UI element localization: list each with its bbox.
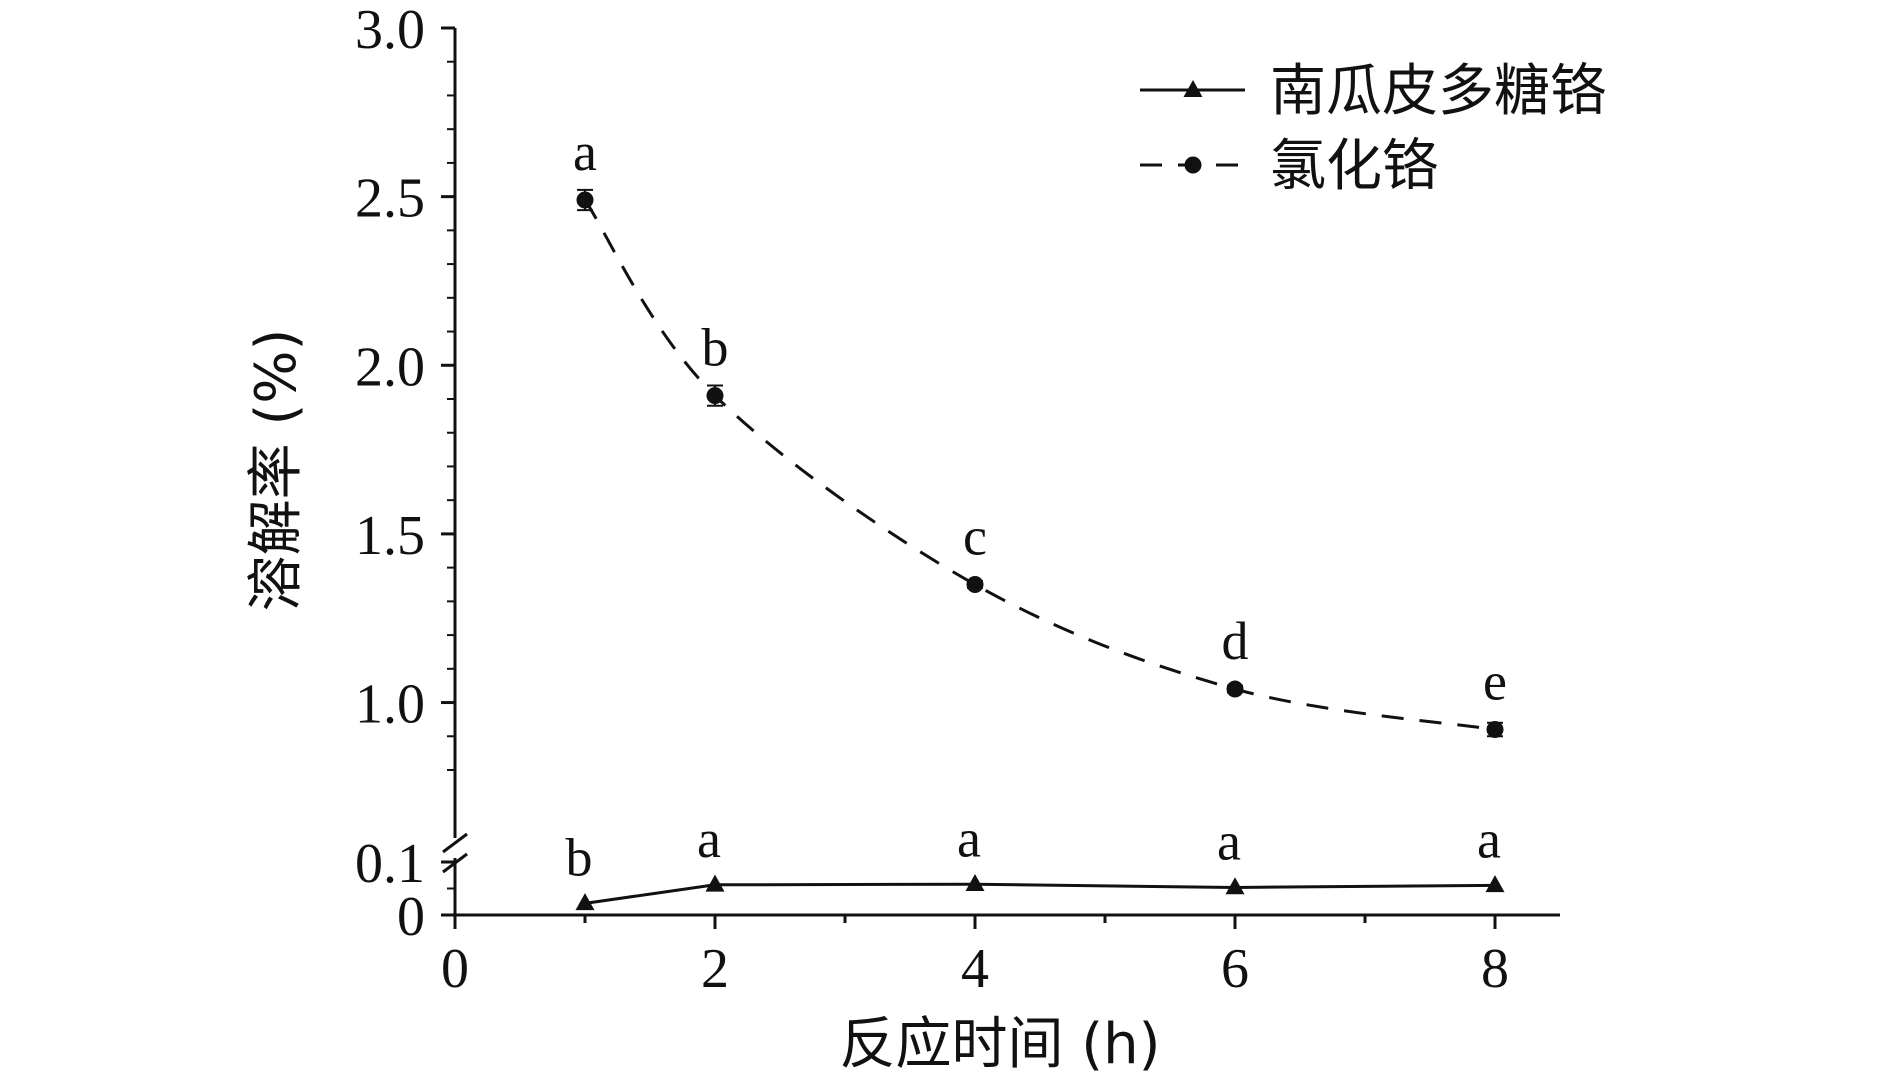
legend-label: 南瓜皮多糖铬 xyxy=(1270,59,1606,124)
significance-label: b xyxy=(566,827,593,887)
y-tick-label: 3.0 xyxy=(355,0,425,61)
x-tick-label: 6 xyxy=(1221,938,1249,1000)
axis-break-mark-top xyxy=(442,832,468,854)
x-tick-label: 0 xyxy=(441,938,469,1000)
y-tick-label-lower: 0 xyxy=(397,886,425,948)
data-point-circle xyxy=(706,387,724,405)
series-layer xyxy=(575,188,1505,911)
series-line xyxy=(583,199,1496,732)
significance-label: e xyxy=(1483,652,1507,712)
data-point-triangle xyxy=(705,874,725,892)
y-tick-label: 2.5 xyxy=(355,168,425,230)
x-tick-label: 2 xyxy=(701,938,729,1000)
y-tick-label: 2.0 xyxy=(355,336,425,398)
significance-label: a xyxy=(957,808,981,868)
significance-label: c xyxy=(963,507,987,567)
axes: 0 2 4 6 81.01.52.02.53.000.1 xyxy=(355,0,1560,1000)
y-axis-title: 溶解率 (%) xyxy=(244,329,309,612)
significance-label: a xyxy=(697,809,721,869)
data-point-triangle xyxy=(1485,875,1505,893)
legend-marker-circle xyxy=(1184,156,1202,174)
significance-label: a xyxy=(1477,809,1501,869)
significance-label: d xyxy=(1222,611,1249,671)
y-tick-label: 1.5 xyxy=(355,505,425,567)
legend-marker-triangle xyxy=(1183,80,1203,97)
x-tick-label: 8 xyxy=(1481,938,1509,1000)
legend-label: 氯化铬 xyxy=(1270,134,1438,199)
data-point-circle xyxy=(1226,680,1244,698)
significance-label: b xyxy=(702,318,729,378)
y-tick-label-lower: 0.1 xyxy=(355,833,425,895)
x-tick-label: 4 xyxy=(961,938,989,1000)
x-axis-title: 反应时间 (h) xyxy=(840,1012,1161,1071)
significance-label: a xyxy=(1217,811,1241,871)
data-point-triangle xyxy=(575,893,595,911)
data-point-circle xyxy=(966,576,984,593)
data-point-triangle xyxy=(965,874,985,892)
data-point-circle xyxy=(1486,721,1504,739)
data-point-circle xyxy=(576,191,594,209)
significance-label: a xyxy=(573,122,597,182)
y-tick-label: 1.0 xyxy=(355,674,425,736)
data-point-triangle xyxy=(1225,877,1245,895)
significance-labels: b a a a a a b c d e xyxy=(566,122,1507,887)
